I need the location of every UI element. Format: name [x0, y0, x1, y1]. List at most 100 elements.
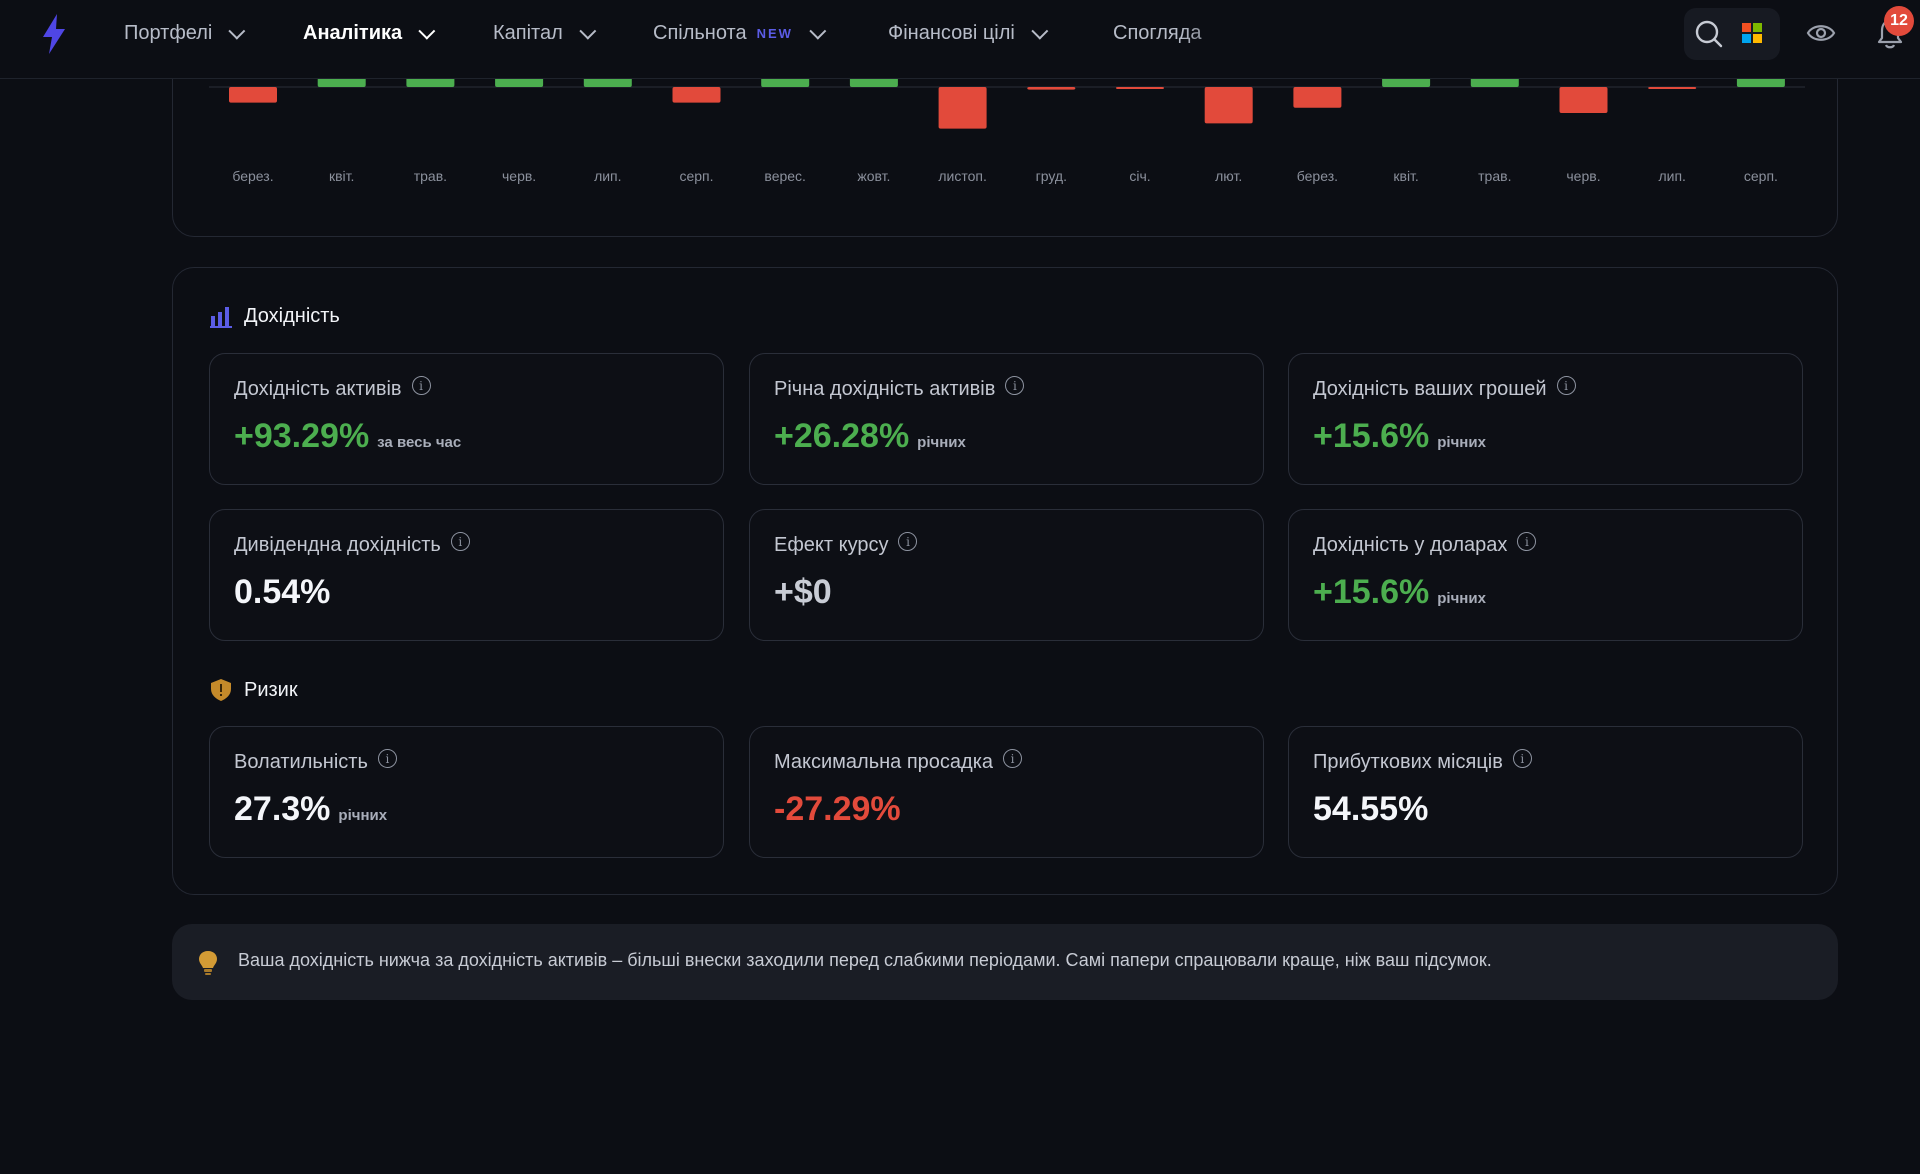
metric-label: Ефект курсу i [774, 532, 918, 557]
nav-label: Спільнота [653, 22, 747, 44]
metric-label-text: Волатильність [234, 751, 368, 773]
nav-label: Аналітика [303, 22, 403, 44]
metric-label-text: Прибуткових місяців [1313, 751, 1503, 773]
nav-item-financial-goals[interactable]: Фінансові цілі [888, 22, 1049, 45]
risk-metric-card: Волатильність i 27.3% річних [209, 726, 724, 858]
lightbulb-icon [199, 951, 217, 975]
chevron-down-icon [1031, 22, 1049, 40]
performance-section: Дохідність Дохідність активів i +93.29% за … [172, 267, 1838, 895]
chevron-down-icon [809, 22, 827, 40]
chart-bar[interactable] [938, 87, 987, 129]
chart-x-tick-label: верес. [764, 168, 806, 184]
metric-value-row: 27.3% річних [234, 790, 387, 829]
risk-heading: Ризик [210, 678, 298, 702]
info-icon[interactable]: i [377, 749, 397, 768]
metric-value: +15.6% [1313, 573, 1430, 611]
nav-overflow-fade [1180, 0, 1280, 78]
chart-x-tick-label: груд. [1036, 168, 1067, 184]
returns-metric-card: Ефект курсу i +$0 [749, 509, 1264, 641]
logo-bolt-icon[interactable] [38, 12, 70, 56]
metric-label: Прибуткових місяців i [1313, 749, 1532, 774]
top-navigation-bar: Портфелі Аналітика Капітал Спільнота NEW… [0, 0, 1920, 79]
chart-bar[interactable] [1116, 87, 1164, 89]
nav-item-analytics[interactable]: Аналітика [303, 22, 436, 45]
info-icon[interactable]: i [411, 376, 431, 395]
search-icon[interactable] [1693, 18, 1725, 50]
info-icon[interactable]: i [450, 532, 470, 551]
metric-label: Річна дохідність активів i [774, 376, 1025, 401]
chart-x-tick-label: трав. [1478, 168, 1511, 184]
metric-label-text: Дохідність ваших грошей [1313, 378, 1547, 400]
metric-value: +15.6% [1313, 417, 1430, 455]
info-icon[interactable]: i [898, 532, 918, 551]
risk-title: Ризик [244, 678, 298, 701]
info-icon[interactable]: i [1556, 376, 1576, 395]
chart-x-tick-label: берез. [232, 168, 273, 184]
risk-metric-card: Прибуткових місяців i 54.55% [1288, 726, 1803, 858]
chart-bar[interactable] [1204, 87, 1253, 124]
risk-metric-card: Максимальна просадка i -27.29% [749, 726, 1264, 858]
chevron-down-icon [579, 22, 597, 40]
info-icon[interactable]: i [1005, 376, 1025, 395]
nav-item-portfolios[interactable]: Портфелі [124, 22, 246, 45]
chart-x-tick-label: лип. [594, 168, 621, 184]
metric-suffix: річних [338, 807, 388, 824]
chart-bar[interactable] [1293, 87, 1342, 108]
chart-x-tick-label: квіт. [1393, 168, 1418, 184]
info-icon[interactable]: i [1512, 749, 1532, 768]
returns-metric-card: Дохідність у доларах i +15.6% річних [1288, 509, 1803, 641]
windows-icon[interactable] [1742, 23, 1762, 43]
chart-x-tick-label: трав. [414, 168, 447, 184]
chart-bar[interactable] [672, 87, 721, 103]
chart-bar[interactable] [761, 76, 810, 87]
metric-suffix: річних [917, 434, 966, 451]
metric-value: 27.3% [234, 790, 331, 828]
eye-icon[interactable] [1806, 20, 1836, 46]
chart-bar[interactable] [1559, 87, 1608, 113]
metric-label: Максимальна просадка i [774, 749, 1023, 774]
metric-value: 54.55% [1313, 790, 1429, 828]
metric-suffix: річних [1437, 590, 1486, 607]
insight-tip: Ваша дохідність нижча за дохідність акти… [172, 924, 1838, 1000]
nav-item-observers[interactable]: Спогляда [1113, 22, 1202, 45]
returns-title: Дохідність [244, 305, 340, 327]
returns-metric-card: Дохідність активів i +93.29% за весь час [209, 353, 724, 485]
info-icon[interactable]: i [1517, 532, 1537, 551]
nav-label: Спогляда [1113, 22, 1202, 44]
metric-value-row: +$0 [774, 573, 832, 612]
chart-x-tick-label: серп. [679, 168, 713, 184]
chart-x-tick-label: черв. [502, 168, 536, 184]
chart-bar[interactable] [849, 76, 898, 87]
nav-label: Капітал [493, 22, 563, 44]
metric-value: +$0 [774, 573, 832, 611]
chevron-down-icon [228, 22, 246, 40]
info-icon[interactable]: i [1003, 749, 1023, 768]
chart-x-tick-label: берез. [1297, 168, 1338, 184]
metric-value: 0.54% [234, 573, 331, 611]
chart-bar[interactable] [1470, 76, 1519, 87]
metric-label: Волатильність i [234, 749, 397, 774]
metric-value-row: -27.29% [774, 790, 901, 829]
chart-bar[interactable] [229, 87, 277, 103]
metric-value: +26.28% [774, 417, 910, 455]
chart-bar[interactable] [1648, 87, 1697, 89]
chart-x-tick-label: жовт. [857, 168, 890, 184]
returns-metric-card: Дивідендна дохідність i 0.54% [209, 509, 724, 641]
metric-label: Дохідність ваших грошей i [1313, 376, 1576, 401]
toolbar-group [1684, 8, 1780, 60]
nav-item-community[interactable]: Спільнота NEW [653, 22, 827, 45]
chart-bar[interactable] [1027, 87, 1076, 90]
metric-label-text: Максимальна просадка [774, 751, 994, 773]
tip-text: Ваша дохідність нижча за дохідність акти… [238, 950, 1492, 970]
metric-label-text: Дохідність у доларах [1313, 534, 1508, 556]
chart-x-tick-label: квіт. [329, 168, 354, 184]
metric-suffix: за весь час [377, 434, 462, 451]
metric-value-row: +26.28% річних [774, 417, 966, 456]
metric-suffix: річних [1437, 434, 1486, 451]
nav-item-capital[interactable]: Капітал [493, 22, 597, 45]
metric-value: +93.29% [234, 417, 370, 455]
notification-count-badge: 12 [1884, 6, 1914, 36]
returns-metric-card: Річна дохідність активів i +26.28% річних [749, 353, 1264, 485]
metric-label-text: Дивідендна дохідність [234, 534, 441, 556]
returns-heading: Дохідність [210, 305, 340, 328]
